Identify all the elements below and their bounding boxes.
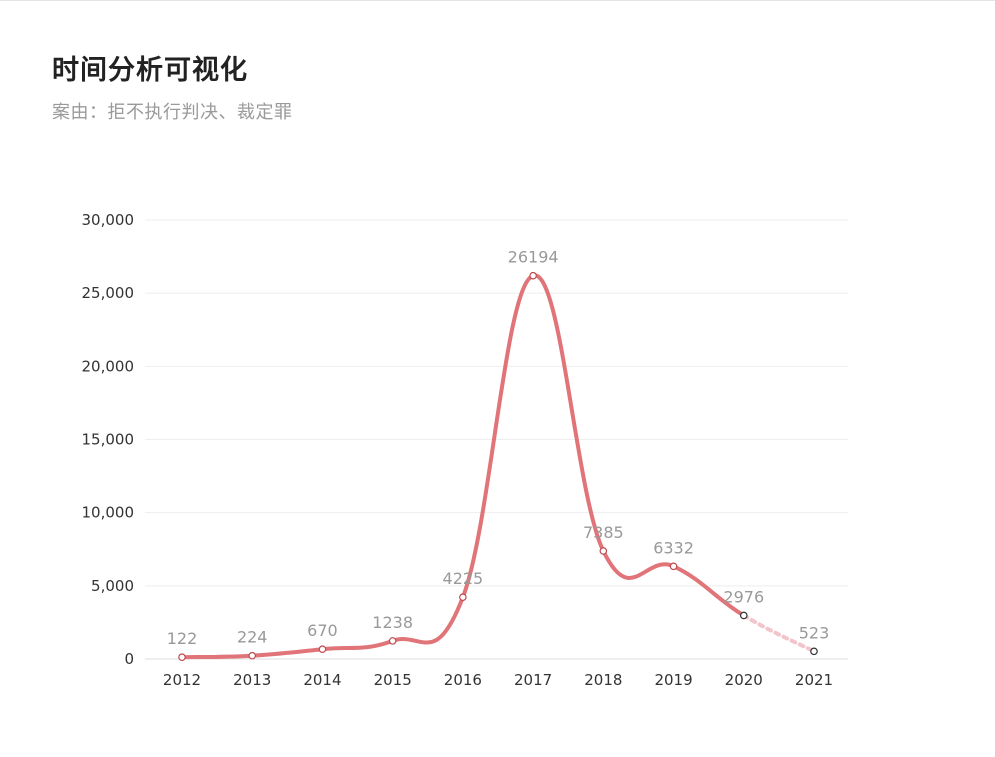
y-tick-label: 10,000: [82, 504, 135, 522]
y-tick-label: 5,000: [91, 577, 134, 595]
data-label: 122: [167, 629, 198, 648]
y-axis: 0 5,000 10,000 15,000 20,000 25,000 30,000: [82, 211, 135, 668]
data-point: [388, 637, 397, 645]
x-tick-label: 2015: [374, 671, 412, 689]
data-label: 6332: [653, 538, 694, 557]
y-tick-label: 0: [124, 650, 134, 668]
x-tick-label: 2019: [654, 671, 692, 689]
data-points: [178, 271, 818, 662]
data-label: 224: [237, 628, 268, 647]
data-point: [810, 647, 818, 656]
y-tick-label: 15,000: [82, 431, 135, 449]
x-tick-label: 2017: [514, 671, 552, 689]
series-line-solid: [180, 273, 746, 660]
x-axis: 2012 2013 2014 2015 2016 2017 2018 2019 2020 2021: [163, 671, 833, 689]
series-line-dotted: [741, 613, 816, 654]
y-tick-label: 20,000: [82, 357, 135, 375]
data-label: 4225: [443, 569, 484, 588]
x-tick-label: 2018: [584, 671, 622, 689]
data-labels: 122 224 670 1238 4225 26194 7385 6332 2976 523: [167, 248, 830, 649]
x-tick-label: 2012: [163, 671, 201, 689]
x-tick-label: 2021: [795, 671, 833, 689]
data-label: 7385: [583, 523, 624, 542]
y-tick-label: 30,000: [82, 211, 135, 229]
page-title: 时间分析可视化: [52, 55, 248, 86]
data-label: 1238: [372, 613, 413, 632]
grid-lines: [145, 219, 848, 660]
data-label: 670: [307, 621, 338, 640]
x-tick-label: 2013: [233, 671, 271, 689]
x-tick-label: 2020: [725, 671, 763, 689]
data-label: 523: [799, 623, 830, 642]
x-tick-label: 2014: [303, 671, 341, 689]
data-point: [248, 651, 257, 660]
page-subtitle: 案由：拒不执行判决、裁定罪: [52, 102, 293, 123]
data-point: [529, 271, 537, 280]
top-divider: [0, 0, 995, 1]
data-point: [318, 645, 327, 653]
data-point: [459, 593, 467, 601]
series-line: [180, 273, 816, 660]
data-label: 26194: [508, 248, 559, 267]
data-point: [669, 562, 678, 571]
y-tick-label: 25,000: [82, 284, 135, 302]
data-point: [178, 653, 186, 662]
data-label: 2976: [723, 587, 764, 606]
data-point: [739, 611, 748, 620]
data-point: [599, 547, 608, 555]
x-tick-label: 2016: [444, 671, 482, 689]
